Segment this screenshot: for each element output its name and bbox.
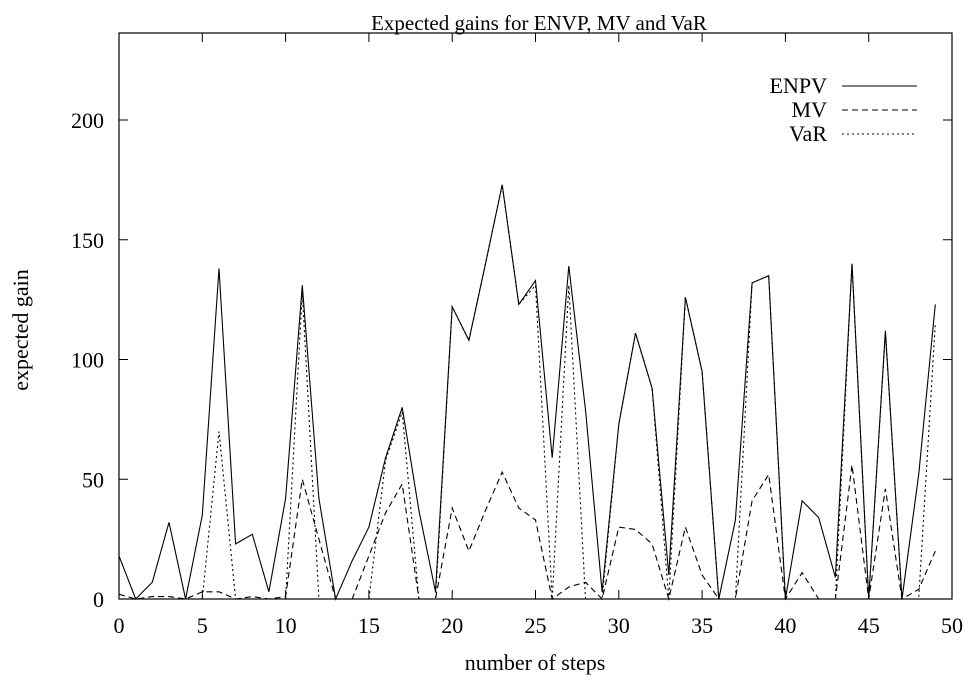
- series-line-var: [119, 184, 936, 600]
- series-line-mv: [118, 464, 936, 602]
- x-tick-label: 15: [358, 613, 380, 638]
- x-tick-label: 0: [114, 613, 125, 638]
- x-tick-label: 25: [525, 613, 547, 638]
- y-tick-label: 50: [82, 467, 104, 492]
- y-tick-label: 0: [93, 587, 104, 612]
- tick-labels: 0 5 10 15 20 25 30 35 40 45 50 0 50 100 150 200: [71, 108, 963, 638]
- y-tick-label: 150: [71, 228, 104, 253]
- plot-frame: [118, 32, 953, 600]
- x-tick-label: 30: [608, 613, 630, 638]
- y-axis-label: expected gain: [8, 269, 33, 391]
- legend-label-enpv: ENPV: [770, 73, 828, 98]
- x-tick-label: 5: [197, 613, 208, 638]
- x-axis-label: number of steps: [465, 650, 606, 675]
- series-lines: [118, 184, 936, 602]
- x-tick-label: 45: [858, 613, 880, 638]
- x-tick-label: 40: [774, 613, 796, 638]
- series-line-enpv: [118, 184, 936, 601]
- x-tick-label: 50: [941, 613, 963, 638]
- y-tick-label: 100: [71, 348, 104, 373]
- x-tick-label: 10: [275, 613, 297, 638]
- x-tick-label: 20: [441, 613, 463, 638]
- legend-label-mv: MV: [792, 97, 828, 122]
- axis-ticks: [118, 33, 953, 600]
- chart-title: Expected gains for ENVP, MV and VaR: [371, 11, 707, 35]
- legend-label-var: VaR: [789, 121, 827, 146]
- y-tick-label: 200: [71, 108, 104, 133]
- x-tick-label: 35: [691, 613, 713, 638]
